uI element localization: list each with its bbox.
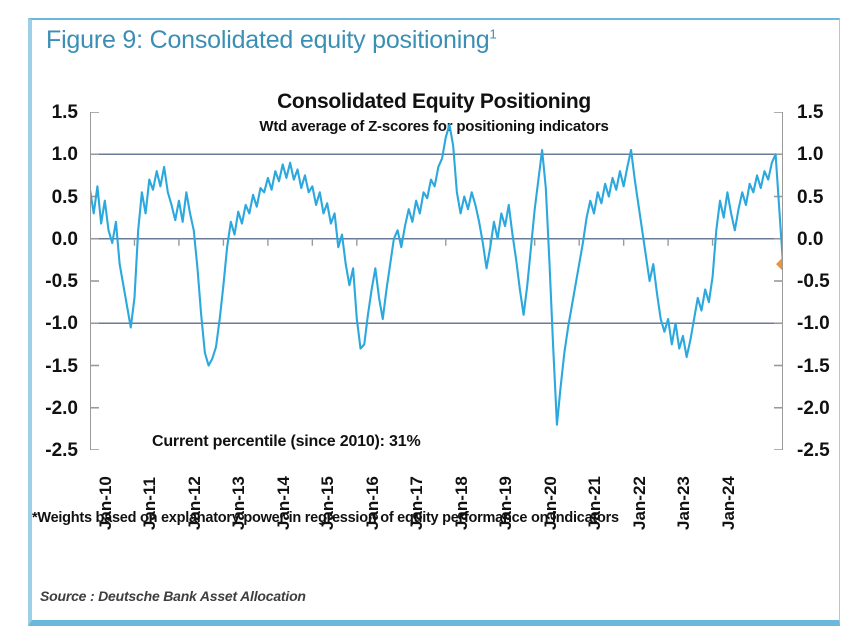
chart-title: Consolidated Equity Positioning [277,90,591,113]
y-axis-tick-label-left: 1.5 [51,102,78,123]
y-axis-tick-label-right: -2.5 [797,440,830,461]
y-axis-tick-label-right: 0.0 [797,228,824,250]
y-axis-tick-label-left: 0.0 [51,228,78,250]
y-axis-tick-label-right: 1.0 [797,144,824,166]
axis-ticks [90,112,783,450]
figure-title-superscript: 1 [489,26,497,42]
y-axis-tick-label-right: -2.0 [797,397,830,419]
figure-title: Figure 9: Consolidated equity positionin… [46,26,497,55]
y-axis-tick-label-left: -2.5 [45,440,78,461]
y-axis-tick-label-right: -0.5 [797,271,830,292]
line-chart-svg [90,112,783,450]
chart-container: Consolidated Equity Positioning Wtd aver… [0,78,868,538]
y-axis-tick-label-left: -1.0 [45,313,78,335]
source-text: Source : Deutsche Bank Asset Allocation [40,588,306,604]
y-axis-tick-label-right: 1.5 [797,102,824,123]
y-axis-tick-label-right: -1.5 [797,355,830,377]
current-percentile-annotation: Current percentile (since 2010): 31% [152,433,421,450]
y-axis-tick-label-right: -1.0 [797,313,830,335]
end-point-marker-diamond [776,257,783,272]
series-line-equity-positioning [90,123,783,426]
y-axis-tick-label-right: 0.5 [797,186,824,208]
y-axis-tick-label-left: 0.5 [51,186,78,208]
y-axis-tick-label-left: -0.5 [45,271,78,292]
figure-card [28,18,840,626]
y-axis-tick-label-left: 1.0 [51,144,78,166]
figure-title-text: Figure 9: Consolidated equity positionin… [46,26,490,54]
plot-area [90,112,783,450]
footnote-text: *Weights based on explanatory power in r… [32,510,619,526]
chart-subtitle: Wtd average of Z-scores for positioning … [259,118,609,135]
y-axis-tick-label-left: -2.0 [45,397,78,419]
y-axis-tick-label-left: -1.5 [45,355,78,377]
